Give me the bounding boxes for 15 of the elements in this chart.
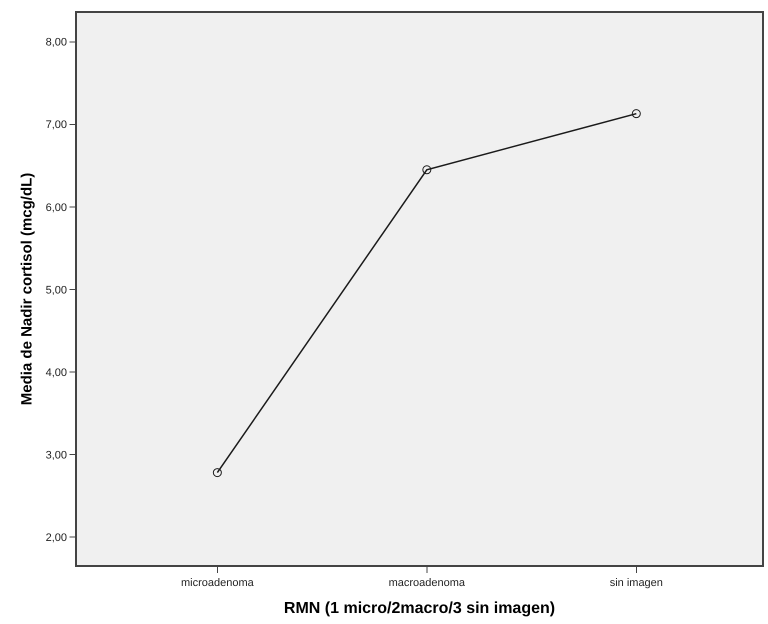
point: [422, 165, 432, 174]
y-tick-label: 5,00: [46, 284, 68, 296]
y-tick-label: 6,00: [46, 202, 68, 214]
x-tick-label: microadenoma: [180, 576, 255, 589]
y-tick-label: 8,00: [46, 36, 68, 49]
y-tick-label: 7,00: [46, 119, 68, 132]
point: [212, 468, 222, 478]
x-axis-title: RMN (1 micro/2macro/3 sin imagen): [284, 600, 556, 618]
point: [632, 109, 641, 118]
x-tick-label: sin imagen: [610, 576, 663, 589]
y-tick-label: 3,00: [46, 449, 68, 462]
y-tick-label: 4,00: [46, 366, 68, 379]
y-tick-label: 2,00: [46, 532, 68, 544]
y-axis-title: Media de Nadir cortisol (mcg/dL): [18, 172, 36, 406]
x-tick-label: macroadenoma: [388, 576, 466, 589]
